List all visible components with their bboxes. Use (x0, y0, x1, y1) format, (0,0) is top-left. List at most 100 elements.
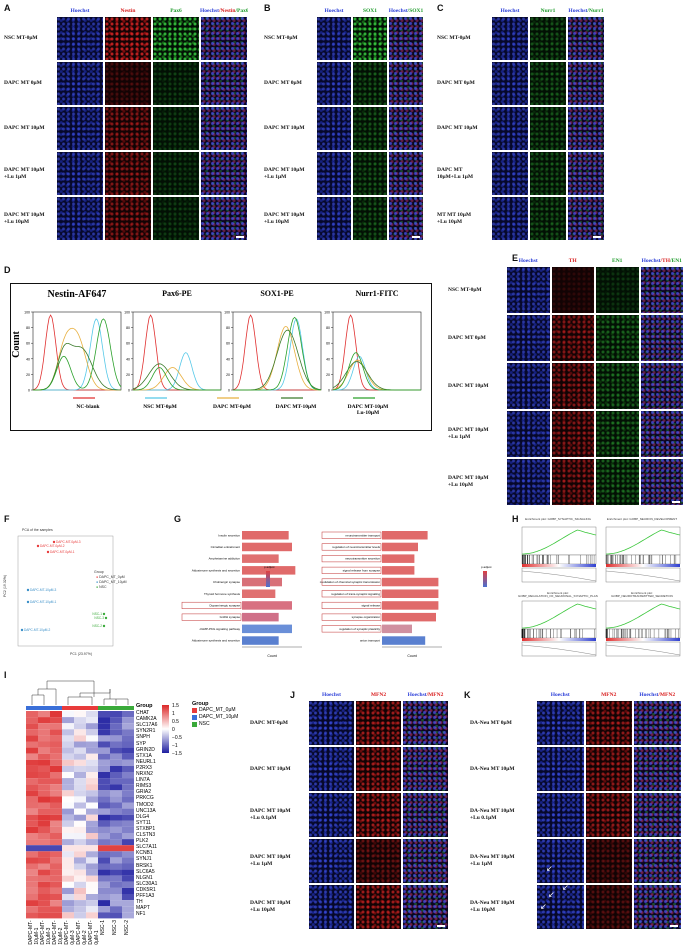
row-label-line: DAPC MT 10μM (264, 211, 305, 218)
heatmap-gene-label: SLC17A6 (136, 722, 158, 729)
heatmap-cell (98, 735, 110, 742)
heatmap-cell (50, 845, 62, 852)
pca-point-label: DAPC-MT-10μM-2 (24, 628, 51, 632)
channel-header-th: TH (568, 258, 577, 264)
heatmap-cell (74, 906, 86, 913)
heatmap-cell (26, 753, 38, 760)
heatmap-cell (38, 900, 50, 907)
row-label-line: +Lu 1μM (4, 173, 27, 180)
heatmap-cell (50, 912, 62, 919)
channel-header-hoechst: Hoechst (324, 8, 344, 14)
row-label: DA-Neu MT 10μM +Lu 10μM (470, 900, 536, 914)
panel-b-label: B (264, 3, 271, 13)
go-bar (242, 566, 296, 575)
svg-text:80: 80 (26, 326, 30, 330)
heatmap-cell (74, 784, 86, 791)
micrograph-image (308, 700, 355, 746)
micrograph-image (200, 151, 248, 196)
heatmap-cell (74, 887, 86, 894)
gsea-enrichment-curve (606, 603, 681, 629)
gsea-title: Enrichment plot: GOBP_NEUROTRANSMITTER_S… (611, 592, 673, 599)
micrograph-image (352, 196, 388, 241)
row-label: DAPC MT 0μM (437, 80, 491, 87)
merge-part: Hoechst (388, 8, 408, 14)
channel-header-en1: EN1 (612, 258, 623, 264)
row-label-line: NSC MT-0μM (448, 286, 482, 293)
heatmap-cell (74, 759, 86, 766)
micrograph-image (104, 106, 152, 151)
micrograph-image (506, 362, 551, 410)
row-label-line: DAPC MT-0μM (250, 719, 288, 726)
pca-point-label: DAPC-MT-0μM-1 (50, 550, 75, 554)
micrograph-image (355, 884, 402, 930)
heatmap-cell (74, 833, 86, 840)
heatmap-cell (38, 869, 50, 876)
channel-header-merge: Hoechst/Nestin/Pax6 (200, 8, 248, 14)
heatmap-cell (26, 887, 38, 894)
channel-header-hoechst: Hoechst (70, 8, 90, 14)
micrograph-image (316, 61, 352, 106)
heatmap-cell (62, 778, 74, 785)
heatmap-cell (26, 814, 38, 821)
heatmap-gene-label: CDK5R1 (136, 886, 156, 893)
heatmap-cell (26, 735, 38, 742)
heatmap-cell (110, 717, 122, 724)
flow-histogram-curve (33, 343, 122, 391)
heatmap-cell (74, 900, 86, 907)
heatmap-cell (26, 772, 38, 779)
micrograph-image (56, 151, 104, 196)
row-label: DAPC MT 10μM +Lu 10μM (250, 900, 308, 914)
heatmap-cell (110, 753, 122, 760)
micrograph-image (639, 314, 684, 362)
go-term-label: cGMP-PKG signaling pathway (200, 627, 241, 631)
heatmap-cell (50, 833, 62, 840)
flow-histogram-curve (133, 352, 221, 391)
heatmap-cell (86, 887, 98, 894)
merge-part: Hoechst (641, 258, 661, 264)
heatmap-cell (122, 894, 134, 901)
heatmap-sample-label: NSC-1 (100, 920, 106, 936)
row-label-line: DAPC MT 10μM (250, 900, 291, 906)
micrograph-image (402, 838, 449, 884)
padj-colorbar (483, 571, 487, 587)
heatmap-cell (122, 826, 134, 833)
heatmap-cell (110, 851, 122, 858)
gsea-title: Enrichment plot: GOBP_NEURON_DEVELOPMENT (606, 518, 678, 521)
gsea-title: Enrichment plot: GOBP_SYNAPTIC_SIGNALING (525, 518, 591, 521)
heatmap-cell (62, 711, 74, 718)
heatmap-cell (26, 833, 38, 840)
row-label-line: +Lu 10μM (264, 218, 290, 225)
heatmap-cell (98, 851, 110, 858)
pca-plot: PCA of the samples DAPC-MT-0μM-3 DAPC-MT-… (3, 528, 168, 658)
micrograph-image (352, 151, 388, 196)
micrograph-image (595, 458, 640, 506)
heatmap-scale-tick: 0.5 (172, 719, 179, 725)
heatmap-cell (98, 808, 110, 815)
heatmap-cell (86, 735, 98, 742)
heatmap-cell (122, 912, 134, 919)
row-label-line: +Lu 10μM (250, 907, 276, 913)
go-bar (382, 601, 439, 610)
merge-part: Hoechst (407, 692, 427, 698)
heatmap-cell (110, 723, 122, 730)
row-label: NSC MT-0μM (448, 287, 506, 294)
row-label-line: DA-Neu MT 0μM (470, 719, 512, 726)
row-label-line: +Lu 1μM (448, 434, 471, 440)
heatmap-cell (122, 729, 134, 736)
heatmap-cell (74, 826, 86, 833)
arrow-icon: ↙ (562, 883, 569, 892)
row-label: DAPC MT 10μM +Lu 1μM (448, 427, 506, 441)
heatmap-cell (62, 820, 74, 827)
micrograph-image (567, 16, 605, 61)
heatmap-cell (110, 814, 122, 821)
merge-part: /SOX1 (407, 8, 424, 14)
row-label-line: NSC MT-0μM (4, 35, 38, 41)
heatmap-gene-label: LIN7A (136, 777, 150, 784)
heatmap-cell (50, 796, 62, 803)
gsea-enrichment-curve (522, 603, 597, 629)
heatmap-cell (38, 875, 50, 882)
micrograph-image (316, 151, 352, 196)
micrograph-image (584, 700, 633, 746)
row-label: DAPC MT 10μM +Lu 0.1μM (250, 808, 308, 822)
heatmap-legend-title: Group (192, 701, 209, 707)
